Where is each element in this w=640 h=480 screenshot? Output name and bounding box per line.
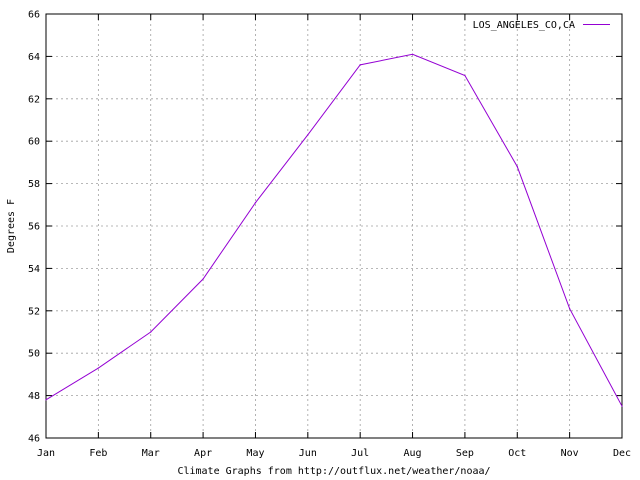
- x-tick-label: Sep: [456, 448, 474, 459]
- y-tick-label: 54: [28, 264, 40, 275]
- x-tick-labels: Jan Feb Mar Apr May Jun Jul Aug Sep Oct Nov Dec: [37, 448, 631, 459]
- y-tick-label: 64: [28, 52, 40, 63]
- y-tick-label: 62: [28, 94, 40, 105]
- plot-frame: [45, 13, 623, 439]
- data-point: [516, 166, 518, 168]
- y-tick-label: 50: [28, 349, 40, 360]
- y-tick-labels: 46 48 50 52 54 56 58 60 62 64 66: [28, 10, 40, 445]
- legend-label: LOS_ANGELES_CO,CA: [473, 20, 575, 31]
- y-tick-label: 60: [28, 137, 40, 148]
- data-point: [45, 399, 47, 401]
- x-tick-label: Jul: [351, 448, 369, 459]
- data-point: [97, 367, 99, 369]
- y-tick-label: 48: [28, 391, 40, 402]
- series: [45, 53, 623, 407]
- x-tick-label: Oct: [508, 448, 526, 459]
- y-tick-label: 52: [28, 306, 40, 317]
- x-tick-label: Mar: [142, 448, 160, 459]
- legend: LOS_ANGELES_CO,CA: [473, 20, 610, 31]
- data-point: [464, 74, 466, 77]
- x-tick-label: Aug: [404, 448, 422, 459]
- data-point: [359, 64, 361, 66]
- series-line: [45, 53, 623, 407]
- x-tick-label: Jan: [37, 448, 55, 459]
- data-point: [569, 308, 571, 310]
- data-point: [411, 53, 414, 55]
- x-tick-label: Apr: [194, 448, 212, 459]
- y-tick-label: 66: [28, 10, 40, 21]
- y-tick-label: 46: [28, 434, 40, 445]
- x-axis-label: Climate Graphs from http://outflux.net/w…: [177, 466, 490, 477]
- data-point: [254, 202, 257, 204]
- x-tick-label: May: [246, 448, 264, 459]
- data-point: [621, 405, 623, 407]
- data-point: [150, 331, 152, 333]
- x-tick-label: Dec: [613, 448, 631, 459]
- x-tick-label: Nov: [561, 448, 579, 459]
- y-tick-label: 56: [28, 222, 40, 233]
- x-tick-label: Feb: [89, 448, 107, 459]
- grid: [46, 14, 622, 438]
- data-point: [307, 134, 309, 136]
- y-axis-label: Degrees F: [6, 199, 17, 253]
- x-tick-label: Jun: [299, 448, 317, 459]
- data-point: [202, 278, 204, 280]
- y-tick-label: 58: [28, 179, 40, 190]
